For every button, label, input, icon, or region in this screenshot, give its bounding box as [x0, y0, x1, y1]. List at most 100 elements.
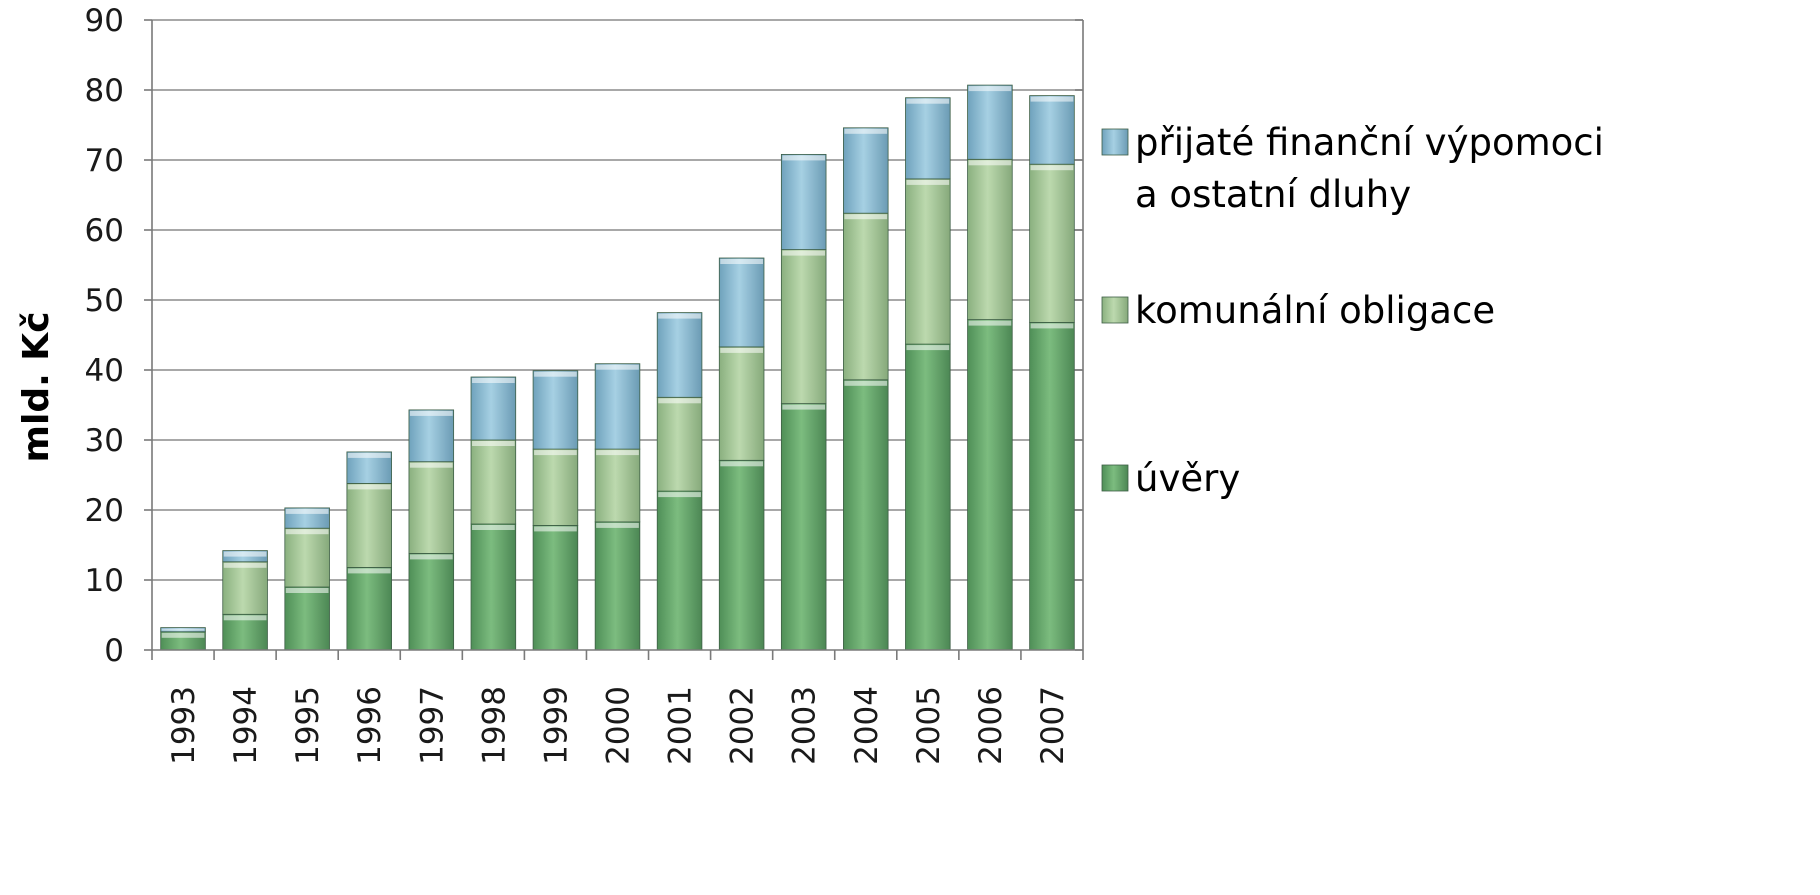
bar-highlight	[782, 155, 826, 161]
bar-highlight	[472, 525, 515, 530]
x-tick-label: 1997	[414, 686, 450, 765]
bar-segment	[222, 561, 268, 615]
bar-segment	[346, 451, 392, 484]
legend: přijaté finanční výpomoci a ostatní dluhy…	[1101, 121, 1604, 500]
bar-1998-series-1	[470, 439, 517, 525]
bar-highlight	[534, 450, 577, 456]
bar-segment	[408, 461, 455, 554]
bar-highlight	[534, 371, 577, 377]
x-tick-label: 2005	[911, 686, 947, 765]
bar-segment	[905, 343, 951, 651]
bar-highlight	[285, 588, 329, 593]
bar-segment	[1029, 163, 1075, 323]
bar-highlight	[720, 259, 763, 264]
bar-highlight	[347, 484, 391, 490]
bar-highlight	[844, 380, 888, 386]
bar-segment	[346, 567, 392, 651]
legend-label-line: a ostatní dluhy	[1135, 173, 1411, 216]
bar-highlight	[285, 529, 329, 535]
bar-highlight	[844, 214, 888, 220]
bar-segment	[346, 482, 392, 568]
bar-2006-series-2	[967, 84, 1013, 160]
legend-entry: úvěry	[1101, 457, 1240, 500]
x-tick-label: 2002	[725, 686, 761, 765]
bar-segment	[532, 370, 579, 450]
y-tick-label: 50	[85, 283, 124, 319]
bar-2003-series-2	[780, 153, 827, 250]
bar-1997-series-2	[408, 409, 455, 463]
legend-label: komunální obligace	[1135, 289, 1495, 332]
bar-highlight	[223, 562, 267, 568]
bar-1997-series-1	[408, 461, 455, 554]
bar-segment	[408, 409, 455, 463]
bar-highlight	[906, 98, 950, 104]
bar-2007-series-2	[1029, 95, 1075, 165]
bar-2005-series-2	[905, 97, 951, 180]
bar-highlight	[844, 128, 888, 134]
bar-highlight	[782, 250, 826, 256]
bar-segment	[594, 363, 641, 450]
x-tick-label: 2007	[1035, 686, 1071, 765]
bar-1999-series-2	[532, 370, 579, 450]
bar-highlight	[720, 461, 763, 467]
bar-2000-series-0	[594, 521, 641, 651]
x-tick-label: 1994	[228, 686, 264, 765]
bar-2004-series-0	[843, 379, 889, 651]
y-tick-label: 80	[85, 73, 124, 109]
y-tick-label: 40	[85, 353, 124, 389]
bar-segment	[222, 613, 268, 651]
bar-segment	[967, 319, 1013, 651]
bar-segment	[222, 550, 268, 563]
bar-segment	[780, 249, 827, 405]
bar-2000-series-1	[594, 448, 641, 523]
bar-2000-series-2	[594, 363, 641, 450]
y-tick-label: 60	[85, 213, 124, 249]
bar-highlight	[906, 345, 950, 351]
x-tick-label: 1993	[166, 686, 202, 765]
bar-highlight	[347, 452, 391, 458]
bar-2006-series-1	[967, 158, 1013, 321]
bar-segment	[967, 84, 1013, 160]
bar-2005-series-1	[905, 178, 951, 345]
y-tick-label: 70	[85, 143, 124, 179]
bar-highlight	[658, 313, 701, 319]
bar-1998-series-2	[470, 376, 517, 441]
bar-1997-series-0	[408, 553, 455, 651]
bar-segment	[284, 507, 330, 529]
bar-1996-series-1	[346, 482, 392, 568]
bar-highlight	[596, 522, 639, 528]
bar-segment	[718, 257, 765, 348]
bar-segment	[470, 523, 517, 651]
bar-segment	[470, 439, 517, 525]
legend-label-line: komunální obligace	[1135, 289, 1495, 332]
legend-label: úvěry	[1135, 457, 1240, 500]
x-tick-label: 2001	[663, 686, 699, 765]
bar-1999-series-1	[532, 448, 579, 526]
x-tick-label: 1998	[476, 686, 512, 765]
bar-1994-series-1	[222, 561, 268, 615]
x-tick-label: 2000	[601, 686, 637, 765]
bar-2007-series-1	[1029, 163, 1075, 323]
bar-segment	[284, 527, 330, 588]
bar-highlight	[1030, 96, 1074, 102]
bar-1998-series-0	[470, 523, 517, 651]
bar-segment	[160, 631, 206, 651]
bar-segment	[160, 627, 206, 633]
bar-segment	[594, 448, 641, 523]
bar-segment	[532, 525, 579, 651]
legend-label-line: přijaté finanční výpomoci	[1135, 121, 1604, 164]
bar-segment	[594, 521, 641, 651]
bar-segment	[656, 396, 703, 492]
bar-1995-series-0	[284, 586, 330, 651]
x-tick-label: 2003	[787, 686, 823, 765]
legend-entry: přijaté finanční výpomoci a ostatní dluhy	[1101, 121, 1604, 216]
y-tick-label: 30	[85, 423, 124, 459]
legend-label-line: úvěry	[1135, 457, 1240, 500]
y-tick-label: 0	[104, 633, 124, 669]
legend-swatch	[1101, 296, 1129, 324]
bar-2001-series-0	[656, 490, 703, 651]
bar-highlight	[409, 410, 453, 416]
bar-highlight	[782, 404, 826, 410]
bar-highlight	[968, 86, 1012, 92]
